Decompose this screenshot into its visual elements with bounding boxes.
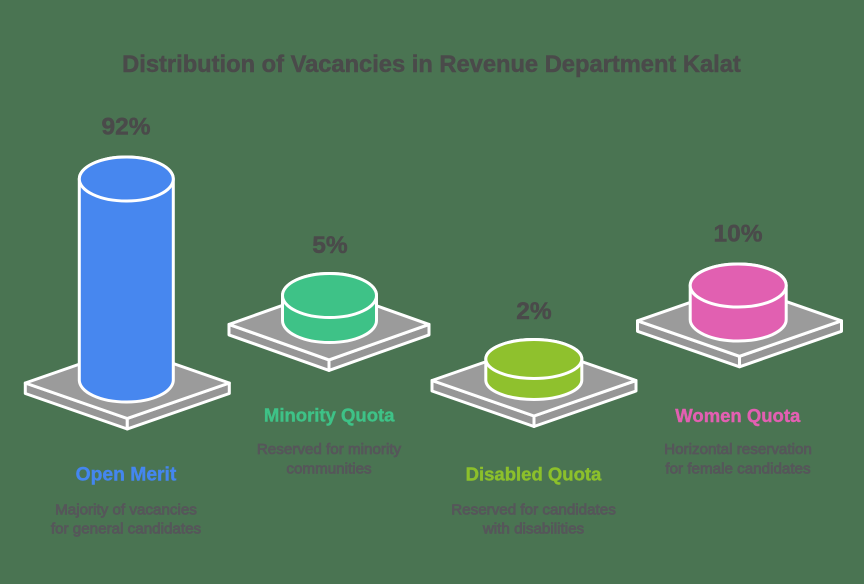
- svg-text:Reserved for minority: Reserved for minority: [257, 441, 402, 458]
- svg-text:10%: 10%: [713, 221, 762, 248]
- svg-text:for general candidates: for general candidates: [51, 520, 202, 537]
- svg-text:Distribution of Vacancies in R: Distribution of Vacancies in Revenue Dep…: [122, 52, 741, 78]
- svg-text:communities: communities: [286, 460, 372, 477]
- svg-text:Minority Quota: Minority Quota: [264, 405, 395, 426]
- svg-text:5%: 5%: [312, 232, 348, 259]
- svg-text:92%: 92%: [101, 114, 150, 141]
- svg-text:with disabilities: with disabilities: [482, 520, 585, 537]
- svg-text:Reserved for candidates: Reserved for candidates: [451, 502, 616, 519]
- svg-text:for female candidates: for female candidates: [665, 460, 811, 477]
- svg-text:Open Merit: Open Merit: [76, 465, 177, 486]
- svg-text:Horizontal reservation: Horizontal reservation: [664, 441, 812, 458]
- svg-text:Majority of vacancies: Majority of vacancies: [55, 502, 197, 519]
- svg-text:Disabled Quota: Disabled Quota: [466, 463, 602, 484]
- svg-text:Women Quota: Women Quota: [675, 405, 801, 426]
- svg-text:2%: 2%: [516, 298, 552, 325]
